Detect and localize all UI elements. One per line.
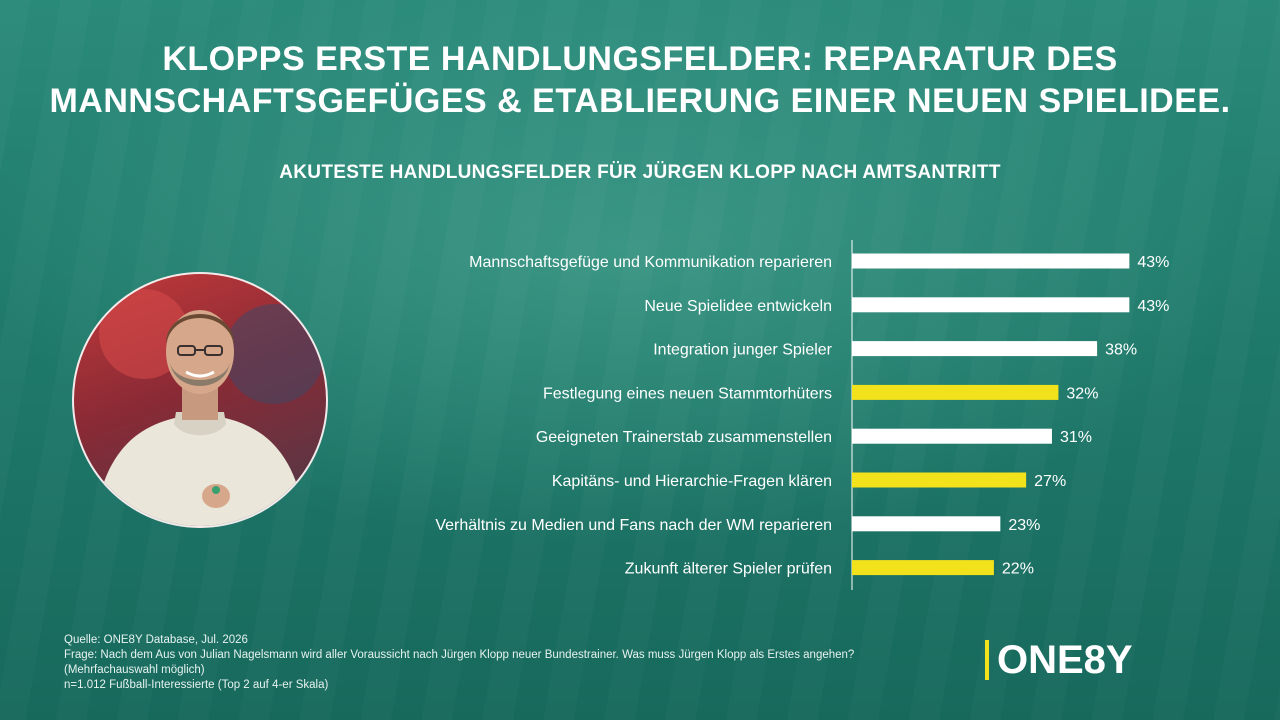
- bar: [852, 560, 994, 576]
- bar: [852, 516, 1001, 532]
- category-label: Neue Spielidee entwickeln: [644, 298, 832, 315]
- page-title: KLOPPS ERSTE HANDLUNGSFELDER: REPARATUR …: [0, 38, 1280, 122]
- value-label: 31%: [1060, 429, 1092, 446]
- category-label: Festlegung eines neuen Stammtorhüters: [543, 385, 832, 402]
- title-line-2: MANNSCHAFTSGEFÜGES & ETABLIERUNG EINER N…: [49, 82, 1231, 120]
- value-label: 27%: [1034, 473, 1066, 490]
- bar-chart: Mannschaftsgefüge und Kommunikation repa…: [435, 253, 1169, 578]
- footer-notes: Quelle: ONE8Y Database, Jul. 2026 Frage:…: [64, 633, 854, 693]
- bar: [852, 253, 1130, 269]
- bar: [852, 472, 1027, 488]
- bar: [852, 428, 1052, 444]
- title-line-1: KLOPPS ERSTE HANDLUNGSFELDER: REPARATUR …: [162, 40, 1118, 78]
- footer-source: Quelle: ONE8Y Database, Jul. 2026: [64, 634, 248, 646]
- brand-logo: ONE8Y: [985, 638, 1133, 682]
- category-label: Kapitäns- und Hierarchie-Fragen klären: [552, 473, 832, 490]
- footer-question: Frage: Nach dem Aus von Julian Nagelsman…: [64, 649, 855, 661]
- value-label: 38%: [1105, 342, 1137, 359]
- chart-bars: Mannschaftsgefüge und Kommunikation repa…: [435, 253, 1169, 578]
- bar: [852, 384, 1059, 400]
- logo-text: ONE8Y: [997, 638, 1133, 682]
- value-label: 43%: [1137, 298, 1169, 315]
- category-label: Integration junger Spieler: [653, 342, 832, 359]
- category-label: Zukunft älterer Spieler prüfen: [625, 561, 832, 578]
- portrait-illustration: [94, 289, 324, 526]
- value-label: 23%: [1008, 517, 1040, 534]
- bar: [852, 341, 1098, 357]
- person-portrait-icon: [72, 272, 328, 528]
- value-label: 32%: [1066, 385, 1098, 402]
- value-label: 22%: [1002, 561, 1034, 578]
- category-label: Geeigneten Trainerstab zusammenstellen: [536, 429, 832, 446]
- category-label: Mannschaftsgefüge und Kommunikation repa…: [469, 254, 832, 271]
- footer-note: (Mehrfachauswahl möglich): [64, 664, 205, 676]
- footer-sample: n=1.012 Fußball-Interessierte (Top 2 auf…: [64, 679, 329, 691]
- value-label: 43%: [1137, 254, 1169, 271]
- bar: [852, 297, 1130, 313]
- category-label: Verhältnis zu Medien und Fans nach der W…: [435, 517, 832, 534]
- logo-accent-bar: [985, 640, 989, 680]
- chart-title: AKUTESTE HANDLUNGSFELDER FÜR JÜRGEN KLOP…: [279, 162, 1001, 183]
